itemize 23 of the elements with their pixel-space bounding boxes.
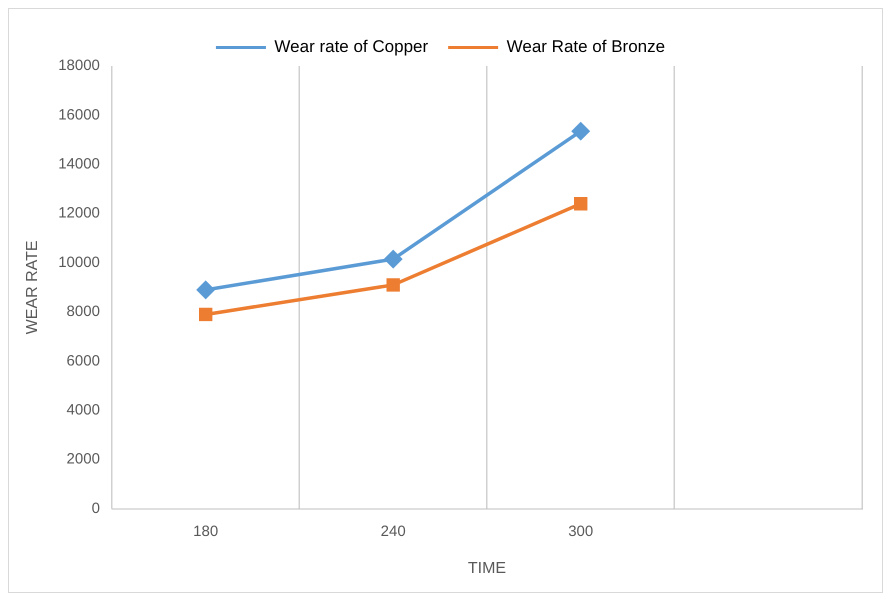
x-tick-label: 240 (380, 522, 406, 540)
x-tick-label: 180 (193, 522, 218, 540)
y-tick-label: 18000 (58, 57, 100, 74)
y-tick-label: 4000 (66, 402, 100, 419)
point (572, 122, 590, 140)
y-tick-label: 12000 (58, 204, 100, 222)
point (384, 250, 402, 268)
y-tick-label: 8000 (66, 303, 100, 320)
legend-label: Wear rate of Copper (274, 37, 428, 56)
y-tick-label: 6000 (66, 352, 100, 370)
x-tick-label: 300 (568, 522, 594, 540)
x-axis-title: TIME (468, 560, 506, 577)
y-tick-label: 16000 (58, 106, 100, 124)
legend-label: Wear Rate of Bronze (506, 37, 666, 56)
y-axis-title: WEAR RATE (24, 240, 42, 334)
y-tick-label: 10000 (58, 254, 100, 271)
point (196, 281, 214, 299)
y-tick-label: 14000 (58, 156, 100, 173)
y-tick-label: 2000 (66, 450, 100, 468)
point (386, 278, 400, 292)
point (574, 197, 588, 210)
point (198, 308, 212, 322)
y-tick-label: 0 (92, 500, 100, 517)
